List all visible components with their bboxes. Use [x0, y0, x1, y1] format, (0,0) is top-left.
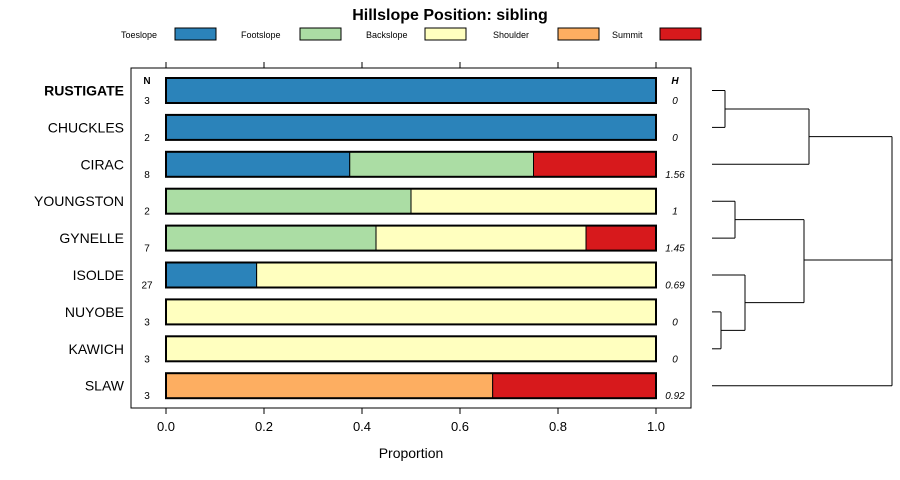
h-value: 0 [672, 96, 678, 107]
category-label-kawich: KAWICH [69, 341, 124, 357]
n-value: 3 [144, 354, 150, 365]
bar-segment-youngston-backslope [410, 188, 657, 215]
legend-swatch-footslope [299, 27, 342, 41]
x-tick-label: 0.2 [255, 419, 273, 434]
x-axis: 0.0 0.2 0.4 0.6 0.8 1.0 [157, 62, 665, 434]
n-value: 7 [144, 244, 150, 255]
category-label-chuckles: CHUCKLES [48, 119, 124, 135]
bar-segment-chuckles-toeslope [165, 114, 657, 141]
legend-label-summit: Summit [612, 30, 643, 40]
bar-segment-rustigate-toeslope [165, 77, 657, 104]
category-label-isolde: ISOLDE [73, 267, 124, 283]
bar-outline [165, 372, 657, 400]
bar-outline [165, 187, 657, 215]
legend-label-toeslope: Toeslope [121, 30, 157, 40]
h-value: 1 [672, 207, 678, 218]
legend-swatch-toeslope [174, 27, 217, 41]
x-tick-label: 0.8 [549, 419, 567, 434]
bar-outline [165, 335, 657, 363]
legend-label-backslope: Backslope [366, 30, 408, 40]
n-value: 2 [144, 207, 150, 218]
bar-segment-isolde-toeslope [165, 262, 258, 288]
bar-segment-slaw-shoulder [165, 372, 494, 399]
bar-outline [165, 298, 657, 326]
dendrogram [712, 90, 893, 387]
bar-segment-gynelle-backslope [375, 225, 587, 252]
category-label-gynelle: GYNELLE [59, 230, 124, 246]
h-value: 0.69 [665, 281, 685, 292]
bar-segment-youngston-footslope [165, 188, 412, 215]
x-tick-label: 0.0 [157, 419, 175, 434]
n-value: 3 [144, 96, 150, 107]
bar-outline [165, 261, 657, 289]
category-label-nuyobe: NUYOBE [65, 304, 124, 320]
bar-outline [165, 150, 657, 178]
x-tick-label: 0.4 [353, 419, 371, 434]
h-value: 0 [672, 133, 678, 144]
bar-segment-cirac-summit [533, 151, 657, 178]
category-label-youngston: YOUNGSTON [34, 193, 124, 209]
chart-title: Hillslope Position: sibling [352, 7, 548, 24]
category-label-slaw: SLAW [85, 378, 125, 394]
bar-outline [165, 113, 657, 141]
h-value: 1.45 [665, 244, 685, 255]
bar-segment-slaw-summit [492, 372, 657, 399]
bar-segment-isolde-backslope [256, 262, 657, 288]
x-tick-label: 0.6 [451, 419, 469, 434]
h-value: 1.56 [665, 170, 685, 181]
legend-label-shoulder: Shoulder [493, 30, 529, 40]
category-label-cirac: CIRAC [80, 156, 124, 172]
bar-segment-cirac-toeslope [165, 151, 351, 178]
h-header: H [671, 76, 679, 87]
bar-segment-cirac-footslope [349, 151, 534, 178]
plot-frame [130, 67, 692, 409]
bar-outline [165, 224, 657, 252]
n-value: 8 [144, 170, 150, 181]
h-value: 0.92 [665, 391, 685, 402]
legend-label-footslope: Footslope [241, 30, 281, 40]
legend-swatch-shoulder [557, 27, 600, 41]
n-value: 27 [141, 281, 153, 292]
n-value: 3 [144, 317, 150, 328]
legend: Toeslope Footslope Backslope Shoulder Summit [121, 27, 702, 41]
n-value: 3 [144, 391, 150, 402]
bar-rows: RUSTIGATE 3 0 CHUCKLES 2 0 CIRAC 8 1.56 YOUNGSTON… [34, 77, 685, 402]
bar-segment-gynelle-footslope [165, 225, 377, 252]
bar-segment-kawich-backslope [165, 335, 657, 362]
legend-swatch-backslope [424, 27, 467, 41]
legend-swatch-summit [659, 27, 702, 41]
bar-segment-gynelle-summit [585, 225, 657, 252]
n-value: 2 [144, 133, 150, 144]
bar-segment-nuyobe-backslope [165, 298, 657, 325]
bar-outline [165, 77, 657, 104]
x-tick-label: 1.0 [647, 419, 665, 434]
n-header: N [143, 76, 150, 87]
x-axis-label: Proportion [379, 445, 444, 461]
category-label-rustigate: RUSTIGATE [44, 83, 124, 99]
h-value: 0 [672, 317, 678, 328]
h-value: 0 [672, 354, 678, 365]
